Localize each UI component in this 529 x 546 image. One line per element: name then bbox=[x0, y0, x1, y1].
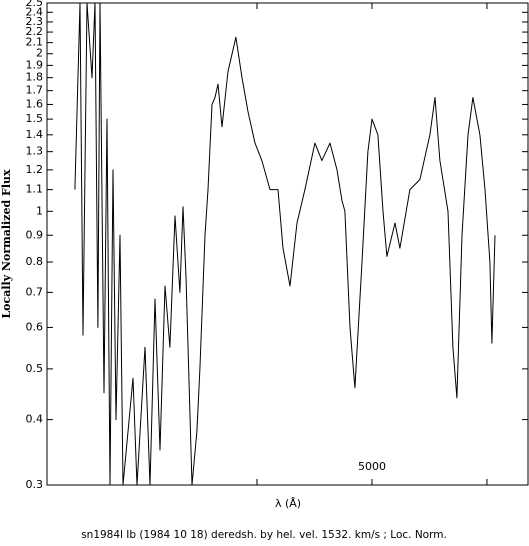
y-tick-label: 2.5 bbox=[26, 0, 44, 9]
y-tick-label: 2.4 bbox=[26, 5, 44, 18]
y-tick-label: 1.4 bbox=[26, 128, 44, 141]
y-tick-label: 1.6 bbox=[26, 97, 44, 110]
y-tick-label: 0.9 bbox=[26, 228, 44, 241]
y-tick-label: 0.4 bbox=[26, 413, 44, 426]
y-tick-label: 2.1 bbox=[26, 36, 44, 49]
y-tick-label: 1.9 bbox=[26, 58, 44, 71]
spectrum-line bbox=[74, 2, 496, 486]
y-tick-label: 1 bbox=[36, 204, 43, 217]
y-tick-label: 2 bbox=[36, 47, 43, 60]
y-tick-label: 0.6 bbox=[26, 320, 44, 333]
y-tick-label: 1.8 bbox=[26, 71, 44, 84]
y-tick-label: 1.2 bbox=[26, 163, 44, 176]
y-tick-label: 1.1 bbox=[26, 183, 44, 196]
y-tick-label: 1.7 bbox=[26, 84, 44, 97]
y-tick-label: 1.5 bbox=[26, 112, 44, 125]
plot-frame bbox=[46, 2, 529, 486]
y-tick-label: 0.7 bbox=[26, 285, 44, 298]
y-tick-label: 2.3 bbox=[26, 15, 44, 28]
y-tick-label: 0.8 bbox=[26, 255, 44, 268]
y-tick-label: 0.5 bbox=[26, 362, 44, 375]
y-tick-label: 0.3 bbox=[26, 478, 44, 491]
y-axis-label: Locally Normalized Flux bbox=[0, 169, 13, 319]
caption: sn1984l Ib (1984 10 18) deredsh. by hel.… bbox=[81, 529, 447, 541]
x-tick-label: 5000 bbox=[358, 460, 386, 473]
y-tick-label: 1.3 bbox=[26, 145, 44, 158]
y-tick-label: 2.2 bbox=[26, 25, 44, 38]
x-axis-label: λ (Å) bbox=[275, 497, 301, 510]
